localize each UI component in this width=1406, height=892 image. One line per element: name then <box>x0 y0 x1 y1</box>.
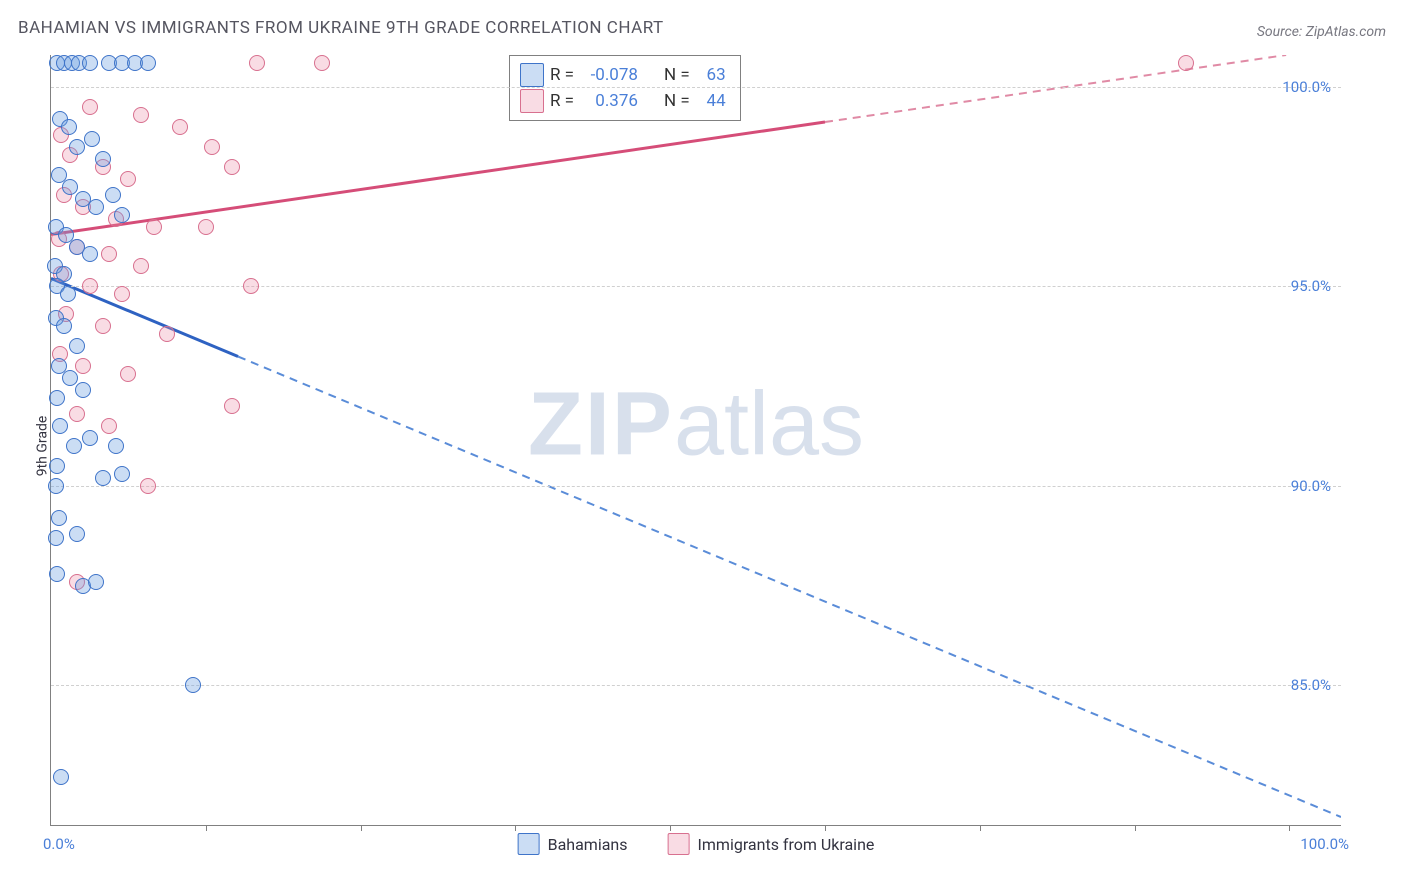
scatter-point-a <box>82 246 98 262</box>
scatter-point-a <box>61 119 77 135</box>
scatter-point-a <box>140 55 156 71</box>
scatter-point-a <box>105 187 121 203</box>
legend-swatch <box>520 89 544 113</box>
scatter-point-b <box>159 326 175 342</box>
x-axis-min-label: 0.0% <box>43 835 75 853</box>
legend-swatch <box>668 833 690 855</box>
scatter-point-a <box>84 131 100 147</box>
source-credit: Source: ZipAtlas.com <box>1257 24 1386 40</box>
scatter-point-a <box>49 458 65 474</box>
scatter-point-a <box>88 574 104 590</box>
x-tick <box>361 825 362 831</box>
scatter-point-a <box>108 438 124 454</box>
x-axis-max-label: 100.0% <box>1300 835 1349 853</box>
legend-item: Immigrants from Ukraine <box>668 833 875 855</box>
legend-item: Bahamians <box>518 833 628 855</box>
x-tick <box>515 825 516 831</box>
y-axis-label: 9th Grade <box>34 416 50 477</box>
y-tick-label: 90.0% <box>1291 477 1331 495</box>
stats-row: R =0.376N =44 <box>520 88 726 114</box>
scatter-point-a <box>82 430 98 446</box>
x-tick <box>670 825 671 831</box>
scatter-point-b <box>69 406 85 422</box>
scatter-point-a <box>75 382 91 398</box>
scatter-point-b <box>1178 55 1194 71</box>
scatter-point-b <box>243 278 259 294</box>
scatter-point-a <box>95 151 111 167</box>
scatter-point-a <box>69 139 85 155</box>
legend-swatch <box>518 833 540 855</box>
gridline <box>51 685 1341 686</box>
scatter-point-b <box>75 358 91 374</box>
scatter-point-b <box>140 478 156 494</box>
x-tick <box>980 825 981 831</box>
scatter-point-b <box>172 119 188 135</box>
scatter-point-a <box>66 438 82 454</box>
scatter-point-b <box>204 139 220 155</box>
x-tick <box>1289 825 1290 831</box>
scatter-point-a <box>48 478 64 494</box>
scatter-point-b <box>114 286 130 302</box>
scatter-point-a <box>53 769 69 785</box>
x-tick <box>206 825 207 831</box>
legend-label: Immigrants from Ukraine <box>698 835 875 854</box>
scatter-point-a <box>52 418 68 434</box>
scatter-point-b <box>133 107 149 123</box>
stats-legend: R =-0.078N =63R =0.376N =44 <box>509 55 741 121</box>
scatter-point-b <box>224 398 240 414</box>
scatter-point-b <box>82 99 98 115</box>
scatter-point-b <box>120 366 136 382</box>
scatter-point-a <box>56 318 72 334</box>
scatter-point-b <box>198 219 214 235</box>
scatter-point-a <box>185 677 201 693</box>
scatter-point-b <box>133 258 149 274</box>
y-tick-label: 85.0% <box>1291 676 1331 694</box>
y-tick-label: 95.0% <box>1291 277 1331 295</box>
scatter-point-b <box>101 418 117 434</box>
scatter-point-a <box>82 55 98 71</box>
scatter-point-a <box>95 470 111 486</box>
series-legend: Bahamians Immigrants from Ukraine <box>518 833 875 855</box>
trend-lines <box>51 55 1341 825</box>
scatter-point-a <box>69 338 85 354</box>
scatter-point-a <box>114 466 130 482</box>
stats-row: R =-0.078N =63 <box>520 62 726 88</box>
scatter-point-a <box>51 510 67 526</box>
scatter-point-b <box>146 219 162 235</box>
x-tick <box>1135 825 1136 831</box>
watermark: ZIPatlas <box>528 373 864 476</box>
scatter-point-a <box>88 199 104 215</box>
scatter-point-b <box>249 55 265 71</box>
y-tick-label: 100.0% <box>1282 78 1331 96</box>
scatter-point-a <box>114 207 130 223</box>
plot-area: ZIPatlas R =-0.078N =63R =0.376N =44 0.0… <box>50 55 1341 826</box>
gridline <box>51 486 1341 487</box>
scatter-point-b <box>224 159 240 175</box>
scatter-point-a <box>62 370 78 386</box>
scatter-point-a <box>49 566 65 582</box>
scatter-point-a <box>69 526 85 542</box>
legend-label: Bahamians <box>548 835 628 854</box>
scatter-point-b <box>95 318 111 334</box>
legend-swatch <box>520 63 544 87</box>
scatter-point-a <box>60 286 76 302</box>
scatter-point-b <box>120 171 136 187</box>
scatter-point-a <box>49 390 65 406</box>
x-tick <box>825 825 826 831</box>
gridline <box>51 87 1341 88</box>
chart-title: BAHAMIAN VS IMMIGRANTS FROM UKRAINE 9TH … <box>18 18 664 38</box>
scatter-point-b <box>314 55 330 71</box>
scatter-point-b <box>82 278 98 294</box>
scatter-point-a <box>48 530 64 546</box>
scatter-point-a <box>62 179 78 195</box>
scatter-point-b <box>101 246 117 262</box>
